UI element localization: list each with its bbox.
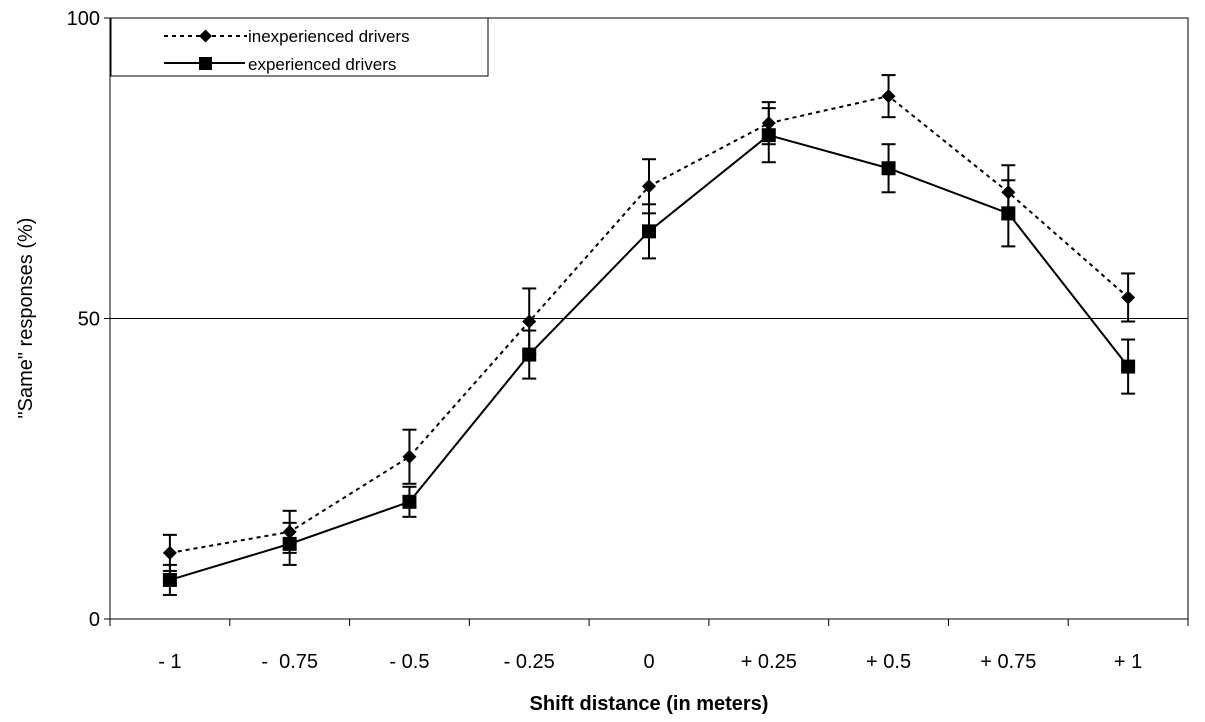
data-point-square	[522, 347, 537, 362]
x-axis-title: Shift distance (in meters)	[530, 693, 769, 715]
x-tick-label: + 0.75	[980, 651, 1036, 673]
data-point-diamond	[162, 545, 177, 560]
x-tick-label: 0	[643, 651, 654, 673]
data-point-diamond	[642, 179, 656, 194]
data-point-square	[1121, 359, 1136, 374]
square-marker-icon	[199, 57, 212, 70]
x-tick-label: - 0.5	[389, 651, 429, 673]
y-tick-label: 0	[89, 609, 100, 631]
data-point-square	[642, 224, 656, 239]
data-point-square	[881, 161, 896, 176]
data-point-square	[162, 572, 177, 587]
x-tick-label: + 0.25	[741, 651, 797, 673]
y-axis: 0 50 100	[67, 8, 110, 631]
data-point-diamond	[522, 314, 537, 329]
diamond-marker-icon	[199, 29, 212, 43]
data-point-diamond	[402, 449, 417, 464]
x-tick-label: + 1	[1114, 651, 1142, 673]
data-point-square	[1001, 206, 1016, 221]
data-point-square	[761, 128, 776, 143]
legend-box	[110, 17, 489, 77]
x-axis: - 1 - 0.75 - 0.5 - 0.25 0 + 0.25 + 0.5 + 0.75 + …	[109, 619, 1189, 673]
legend: inexperienced drivers experienced driver…	[110, 17, 489, 77]
x-tick-label: - 0.75	[261, 651, 318, 673]
y-tick-label: 100	[67, 8, 100, 30]
legend-label-inexperienced: inexperienced drivers	[248, 27, 410, 46]
x-tick-label: - 0.25	[504, 651, 555, 673]
series-layer	[162, 74, 1136, 596]
legend-label-experienced: experienced drivers	[248, 55, 396, 74]
x-tick-label: + 0.5	[866, 651, 911, 673]
y-axis-title: "Same" responses (%)	[15, 218, 37, 419]
data-point-square	[282, 536, 297, 551]
y-tick-label: 50	[78, 309, 100, 331]
data-point-square	[402, 494, 417, 509]
data-point-diamond	[881, 89, 896, 104]
x-tick-label: - 1	[158, 651, 181, 673]
data-point-diamond	[1121, 290, 1136, 305]
series-2	[162, 107, 1136, 596]
